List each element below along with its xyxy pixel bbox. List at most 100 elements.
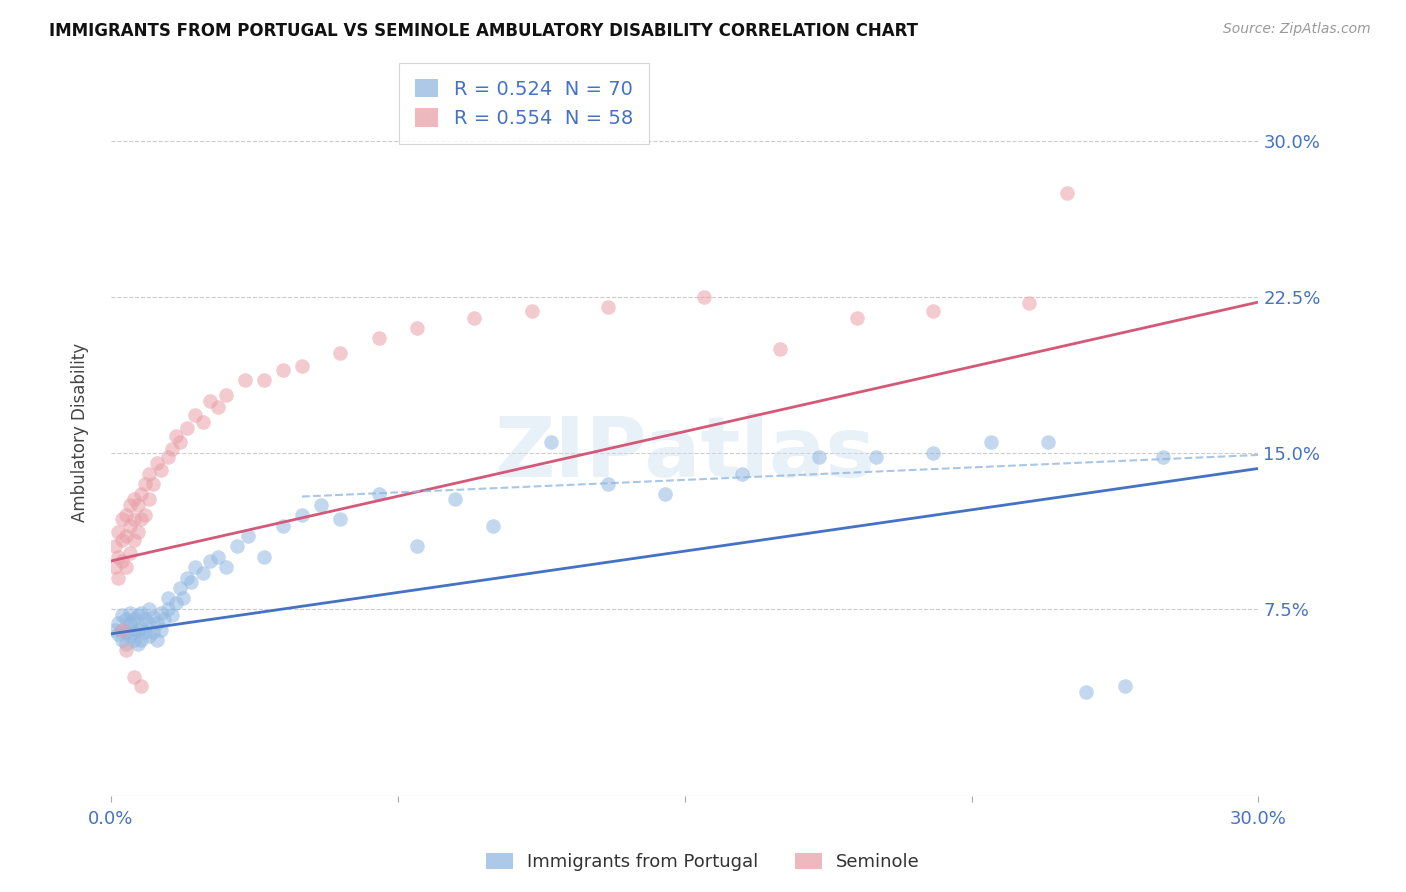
Point xyxy=(1114,679,1136,693)
Point xyxy=(1152,450,1174,464)
Point xyxy=(165,596,187,610)
Point xyxy=(207,400,229,414)
Point xyxy=(122,533,145,548)
Point xyxy=(693,290,716,304)
Legend: Immigrants from Portugal, Seminole: Immigrants from Portugal, Seminole xyxy=(478,846,928,879)
Legend: R = 0.524  N = 70, R = 0.554  N = 58: R = 0.524 N = 70, R = 0.554 N = 58 xyxy=(399,63,648,144)
Point xyxy=(127,637,149,651)
Point xyxy=(142,624,165,639)
Point xyxy=(118,498,141,512)
Point xyxy=(104,560,127,574)
Point xyxy=(138,467,160,481)
Point xyxy=(1018,296,1040,310)
Point xyxy=(807,450,830,464)
Point xyxy=(922,304,945,318)
Y-axis label: Ambulatory Disability: Ambulatory Disability xyxy=(72,343,89,522)
Point xyxy=(115,643,138,657)
Point xyxy=(253,549,276,564)
Point xyxy=(122,671,145,685)
Point xyxy=(138,602,160,616)
Point xyxy=(111,533,134,548)
Point xyxy=(134,624,156,639)
Point xyxy=(107,616,129,631)
Point xyxy=(104,540,127,554)
Point xyxy=(145,633,167,648)
Point xyxy=(107,524,129,539)
Point xyxy=(149,462,172,476)
Point xyxy=(127,608,149,623)
Point xyxy=(309,498,332,512)
Point xyxy=(172,591,194,606)
Point xyxy=(176,421,198,435)
Point xyxy=(145,616,167,631)
Point xyxy=(191,415,214,429)
Point xyxy=(184,560,207,574)
Point xyxy=(157,450,180,464)
Point xyxy=(115,560,138,574)
Point xyxy=(127,524,149,539)
Point xyxy=(922,446,945,460)
Point xyxy=(138,616,160,631)
Point xyxy=(153,612,176,626)
Point xyxy=(463,310,485,325)
Point xyxy=(118,606,141,620)
Point xyxy=(115,529,138,543)
Point xyxy=(104,623,127,637)
Point xyxy=(271,518,294,533)
Point xyxy=(122,612,145,626)
Point xyxy=(1056,186,1078,200)
Point xyxy=(226,540,249,554)
Point xyxy=(367,487,389,501)
Point xyxy=(329,346,352,360)
Point xyxy=(405,540,427,554)
Point xyxy=(122,491,145,506)
Point xyxy=(122,624,145,639)
Point xyxy=(149,606,172,620)
Point xyxy=(118,629,141,643)
Point xyxy=(405,321,427,335)
Point xyxy=(131,487,153,501)
Point xyxy=(482,518,505,533)
Point xyxy=(444,491,467,506)
Point xyxy=(118,616,141,631)
Point xyxy=(191,566,214,581)
Point xyxy=(127,498,149,512)
Point xyxy=(157,602,180,616)
Point xyxy=(271,362,294,376)
Point xyxy=(865,450,887,464)
Text: IMMIGRANTS FROM PORTUGAL VS SEMINOLE AMBULATORY DISABILITY CORRELATION CHART: IMMIGRANTS FROM PORTUGAL VS SEMINOLE AMB… xyxy=(49,22,918,40)
Point xyxy=(131,621,153,635)
Point xyxy=(200,554,222,568)
Point xyxy=(731,467,754,481)
Point xyxy=(107,549,129,564)
Point xyxy=(127,623,149,637)
Point xyxy=(367,331,389,345)
Point xyxy=(540,435,562,450)
Point xyxy=(115,508,138,523)
Point xyxy=(115,637,138,651)
Point xyxy=(200,393,222,408)
Point xyxy=(111,554,134,568)
Point xyxy=(111,633,134,648)
Point xyxy=(131,633,153,648)
Point xyxy=(145,456,167,470)
Point xyxy=(291,508,314,523)
Point xyxy=(122,633,145,648)
Point xyxy=(157,591,180,606)
Point xyxy=(142,477,165,491)
Point xyxy=(118,618,141,632)
Point xyxy=(134,477,156,491)
Point xyxy=(111,512,134,526)
Point xyxy=(176,571,198,585)
Point xyxy=(134,612,156,626)
Point xyxy=(138,491,160,506)
Point xyxy=(598,300,620,314)
Point xyxy=(233,373,256,387)
Point xyxy=(214,387,236,401)
Point xyxy=(149,623,172,637)
Point xyxy=(131,512,153,526)
Point xyxy=(169,435,191,450)
Text: ZIPatlas: ZIPatlas xyxy=(494,413,875,494)
Point xyxy=(238,529,260,543)
Point xyxy=(160,442,183,456)
